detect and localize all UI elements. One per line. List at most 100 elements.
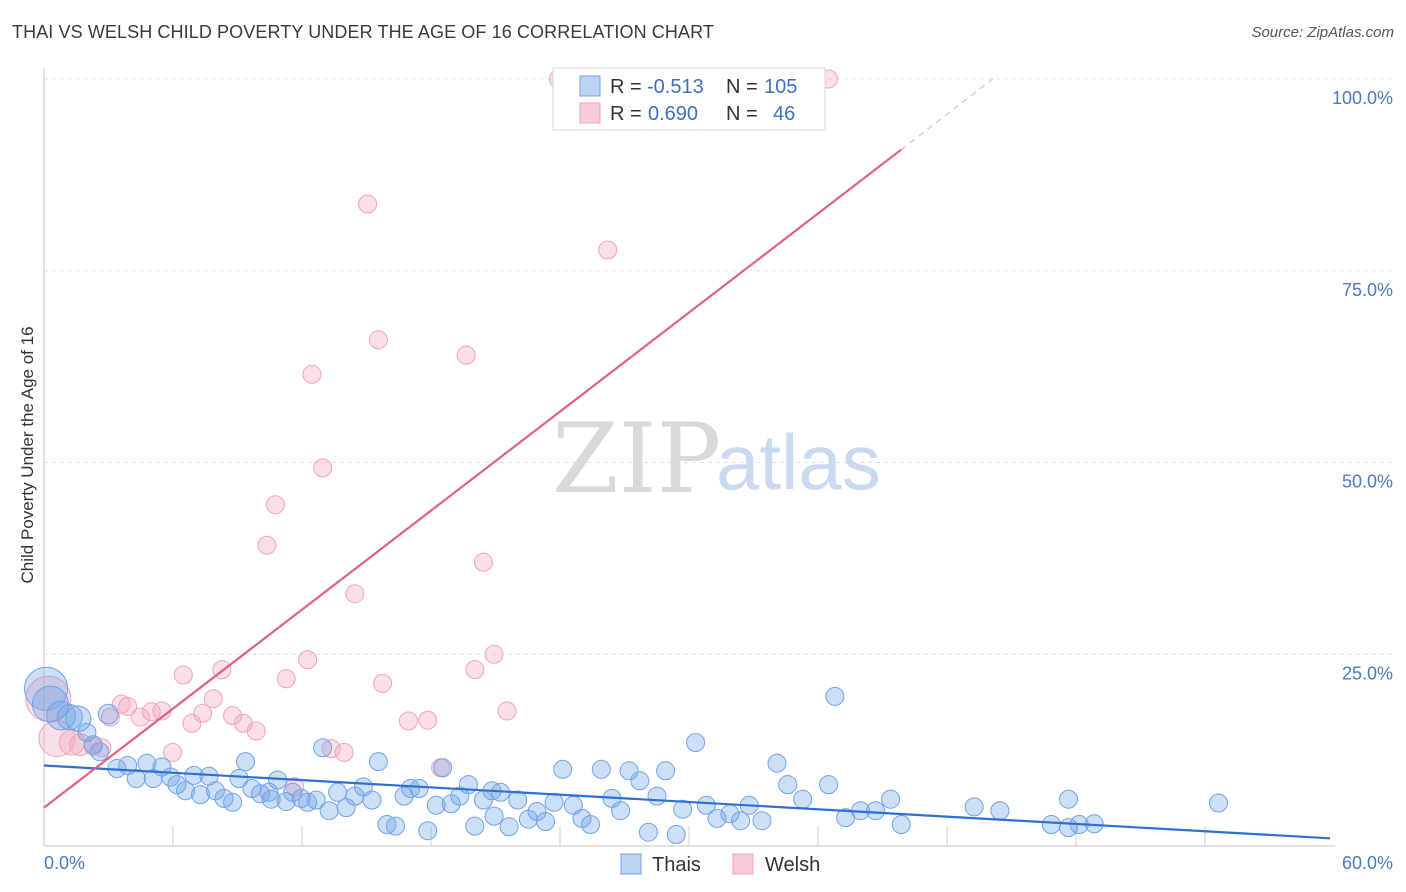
welsh-point-43 (598, 240, 618, 260)
welsh-point-13 (173, 665, 193, 685)
thais-point-73 (638, 822, 658, 842)
thais-point-84 (752, 811, 772, 831)
thais-point-54 (465, 816, 485, 836)
thais-trend-line (43, 764, 1331, 840)
welsh-point-27 (313, 458, 333, 478)
welsh-point-29 (334, 742, 354, 762)
thais-point-68 (591, 759, 611, 779)
welsh-point-33 (373, 673, 393, 693)
legend-r-value-thais: -0.513 (647, 76, 704, 98)
welsh-point-14 (182, 713, 202, 733)
thais-point-75 (656, 761, 676, 781)
thais-point-58 (499, 817, 519, 837)
thais-point-0 (23, 666, 69, 711)
welsh-point-25 (298, 650, 318, 670)
welsh-point-40 (484, 644, 504, 664)
thais-point-100 (1209, 793, 1228, 813)
thais-point-94 (964, 797, 984, 817)
welsh-point-22 (266, 495, 285, 515)
welsh-point-12 (163, 742, 183, 762)
source-credit: Source: ZipAtlas.com (1251, 24, 1394, 41)
thais-point-19 (191, 785, 210, 805)
welsh-point-23 (276, 669, 296, 689)
thais-point-47 (409, 779, 429, 798)
thais-point-77 (673, 799, 693, 819)
welsh-points (25, 69, 838, 797)
thais-point-45 (394, 786, 414, 806)
axes (43, 68, 1335, 847)
welsh-point-31 (358, 194, 378, 214)
thais-point-3 (56, 704, 83, 731)
legend: R = -0.513 N = 105 R = 0.690 N = 46 (552, 67, 826, 131)
legend-n-value-thais: 105 (764, 76, 797, 98)
thais-point-63 (544, 792, 564, 812)
welsh-trend-line (43, 148, 903, 809)
series-legend-swatch-thais (620, 853, 642, 875)
y-tick-label-50: 50.0% (1342, 472, 1393, 492)
thais-point-2 (46, 700, 76, 731)
thais-point-92 (881, 789, 901, 809)
thais-point-30 (276, 792, 296, 811)
x-tick-labels: 0.0% 60.0% (44, 853, 1393, 873)
trend-lines (43, 74, 1331, 840)
welsh-point-34 (398, 711, 418, 731)
welsh-point-9 (130, 707, 150, 727)
y-axis-title: Child Poverty Under the Age of 16 (18, 326, 37, 583)
thais-point-74 (647, 786, 667, 806)
thais-point-78 (686, 733, 706, 752)
legend-r-label-thais: R = (610, 76, 642, 98)
thais-point-98 (1059, 789, 1078, 809)
welsh-point-30 (345, 584, 365, 604)
welsh-point-20 (246, 721, 266, 741)
thais-point-25 (236, 752, 255, 772)
legend-n-label-welsh: N = (726, 103, 758, 125)
thais-point-41 (362, 790, 382, 810)
thais-points (23, 666, 1228, 844)
legend-r-value-welsh: 0.690 (648, 103, 698, 125)
thais-point-95 (990, 801, 1010, 821)
welsh-point-41 (497, 701, 517, 721)
thais-point-70 (611, 801, 631, 821)
thais-point-93 (891, 815, 911, 834)
thais-point-35 (313, 738, 333, 758)
welsh-point-35 (418, 710, 438, 730)
welsh-point-10 (141, 702, 161, 722)
series-legend-label-thais: Thais (652, 854, 701, 876)
thais-point-96 (1041, 815, 1061, 834)
thais-point-87 (793, 789, 813, 809)
thais-point-103 (484, 806, 504, 826)
thais-point-64 (553, 759, 573, 779)
thais-point-24 (229, 769, 249, 788)
legend-r-label-welsh: R = (610, 103, 642, 125)
thais-point-8 (97, 703, 119, 725)
thais-point-86 (778, 775, 798, 795)
welsh-point-26 (302, 364, 322, 384)
welsh-point-21 (257, 535, 277, 555)
welsh-trend-extension (900, 74, 999, 151)
thais-point-79 (696, 795, 716, 815)
series-legend-label-welsh: Welsh (765, 854, 820, 876)
thais-point-104 (261, 789, 281, 809)
welsh-point-18 (223, 706, 243, 726)
legend-swatch-thais (579, 75, 601, 97)
thais-point-102 (836, 808, 856, 828)
y-tick-label-25: 25.0% (1342, 663, 1393, 683)
x-tick-label-max: 60.0% (1342, 853, 1393, 873)
thais-point-59 (508, 790, 528, 810)
thais-point-34 (306, 790, 326, 810)
welsh-point-8 (118, 696, 138, 716)
legend-n-label-thais: N = (726, 76, 758, 98)
thais-point-23 (223, 792, 243, 812)
thais-point-80 (707, 808, 727, 828)
thais-point-7 (90, 742, 110, 762)
legend-n-value-welsh: 46 (773, 103, 795, 125)
thais-point-49 (426, 795, 446, 815)
thais-point-72 (630, 771, 650, 791)
thais-point-85 (767, 753, 787, 773)
watermark-atlas: atlas (716, 418, 881, 506)
welsh-point-16 (203, 689, 223, 709)
y-tick-label-100: 100.0% (1332, 88, 1393, 108)
thais-point-62 (536, 812, 555, 831)
thais-point-42 (368, 752, 388, 772)
